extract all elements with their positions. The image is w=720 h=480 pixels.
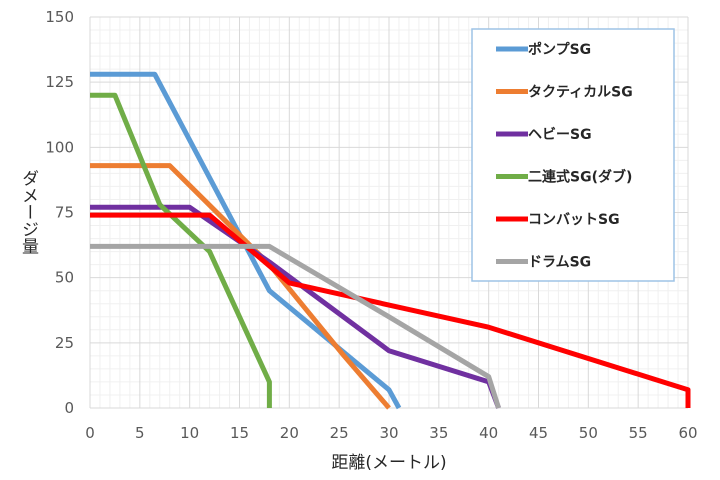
- x-tick-label: 10: [180, 424, 199, 442]
- y-tick-label: 125: [45, 73, 74, 91]
- y-axis-title: ダメージ量: [18, 169, 39, 254]
- x-tick-label: 55: [629, 424, 648, 442]
- y-tick-label: 50: [55, 269, 74, 287]
- x-tick-label: 0: [85, 424, 95, 442]
- y-axis-title-group: ダメージ量: [18, 169, 39, 254]
- x-tick-label: 45: [529, 424, 548, 442]
- legend-label: ヘビーSG: [528, 127, 592, 143]
- x-axis-title: 距離(メートル): [331, 453, 446, 473]
- legend-label: コンバットSG: [528, 212, 620, 228]
- x-tick-label: 50: [579, 424, 598, 442]
- y-tick-label: 0: [64, 399, 74, 417]
- series-line-4: [90, 92, 272, 408]
- legend-label: ポンプSG: [528, 41, 591, 58]
- series-line-1: [90, 71, 402, 410]
- x-tick-label: 25: [330, 424, 349, 442]
- legend-label: 二連式SG(ダブ): [528, 169, 632, 186]
- legend-box: [471, 28, 675, 282]
- x-tick-label: 60: [678, 424, 697, 442]
- x-tick-label: 35: [429, 424, 448, 442]
- legend-label: ドラムSG: [528, 255, 591, 271]
- y-tick-label: 150: [45, 8, 74, 26]
- series-line-5: [90, 212, 691, 408]
- x-tick-label: 15: [230, 424, 249, 442]
- x-tick-label: 5: [135, 424, 145, 442]
- y-tick-label: 25: [55, 334, 74, 352]
- legend: ポンプSG タクティカルSG ヘビーSG 二連式SG(ダブ) コンバットSG ドラムSG: [471, 28, 675, 282]
- series-line-6: [90, 243, 501, 409]
- x-tick-label: 30: [379, 424, 398, 442]
- x-tick-label: 20: [280, 424, 299, 442]
- axes: 0 5 10 15 20 25 30 35 40 45 50 55 60 0 25 50 75 100 125 150: [45, 8, 697, 442]
- y-tick-label: 75: [55, 204, 74, 222]
- y-tick-label: 100: [45, 138, 74, 156]
- series-lines: [90, 71, 691, 410]
- legend-label: タクティカルSG: [528, 85, 633, 101]
- series-line-3: [90, 204, 501, 409]
- x-tick-label: 40: [479, 424, 498, 442]
